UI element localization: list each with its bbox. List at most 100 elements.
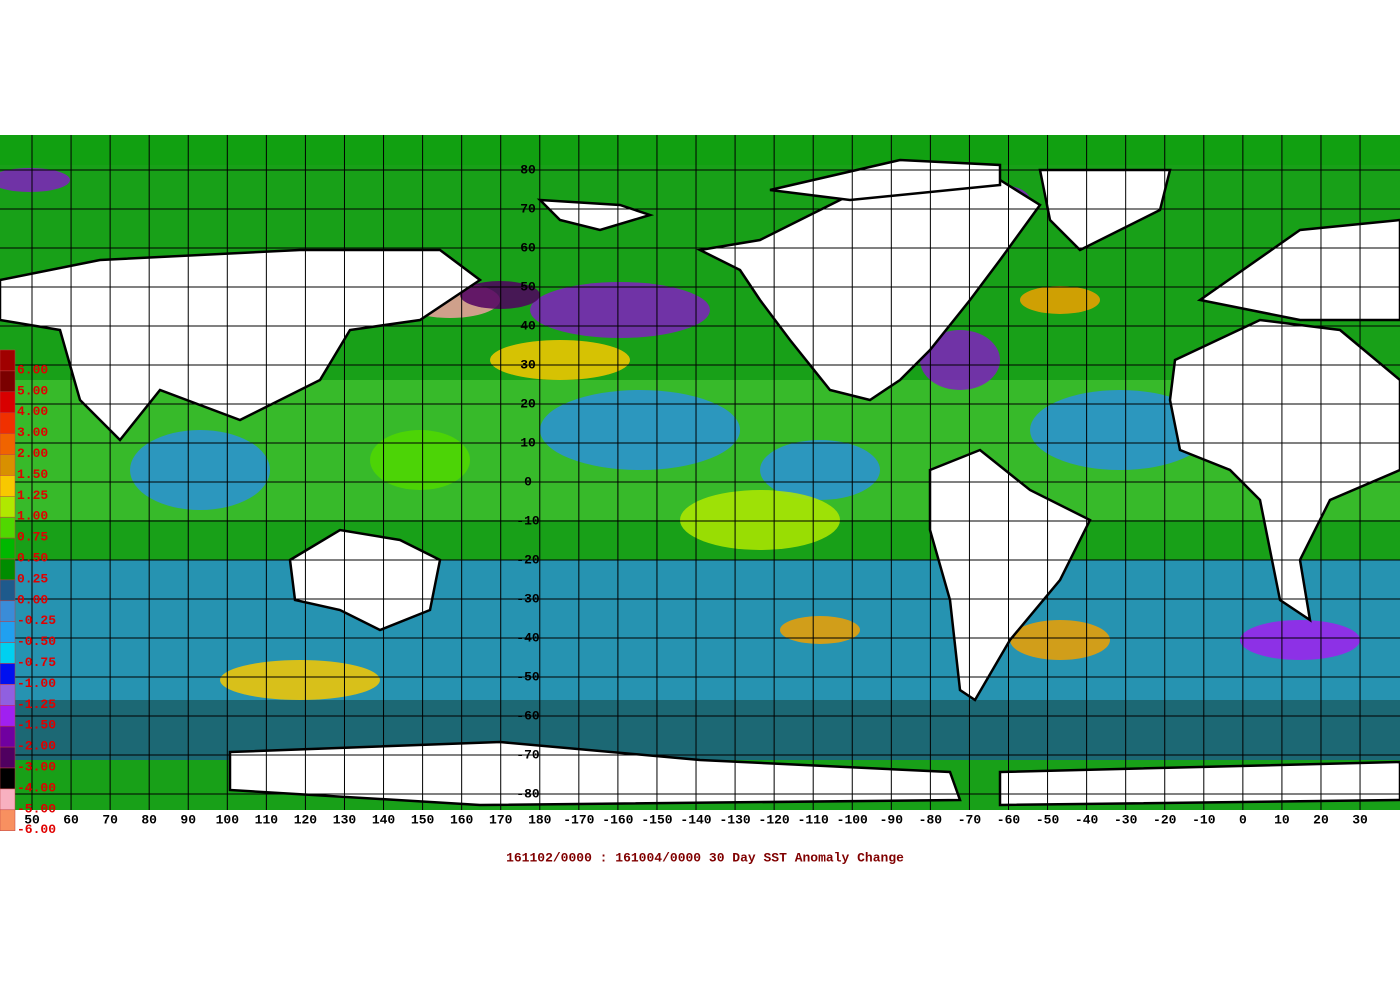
landmass <box>228 740 962 807</box>
legend-label: 2.00 <box>17 446 48 461</box>
legend-swatch <box>0 412 16 434</box>
anomaly-blob <box>540 390 740 470</box>
lon-label: -130 <box>719 812 750 827</box>
legend-swatch <box>0 600 16 622</box>
legend: 6.00 5.00 4.00 3.00 2.00 1.50 1.25 1.00 0.75 0.50… <box>0 349 56 837</box>
lon-label: 90 <box>180 812 196 827</box>
legend-label: 1.00 <box>17 509 48 524</box>
legend-swatch <box>0 516 16 539</box>
legend-label: 1.50 <box>17 467 48 482</box>
lat-label: 20 <box>520 396 536 411</box>
legend-label: -6.00 <box>17 822 56 837</box>
legend-label: -0.25 <box>17 613 56 628</box>
lon-label: -70 <box>958 812 982 827</box>
lat-label: -40 <box>516 630 540 645</box>
anomaly-blob <box>530 282 710 338</box>
legend-label: -3.00 <box>17 760 56 775</box>
anomaly-blob <box>460 281 540 309</box>
legend-swatch <box>0 475 16 497</box>
lon-label: 130 <box>333 812 357 827</box>
lon-label: -100 <box>837 812 868 827</box>
lon-label: 80 <box>141 812 157 827</box>
lon-label: -20 <box>1153 812 1177 827</box>
legend-label: 3.00 <box>17 425 48 440</box>
legend-swatch <box>0 370 16 393</box>
lat-label: 70 <box>520 201 536 216</box>
lon-label: -110 <box>798 812 829 827</box>
lon-label: -90 <box>880 812 904 827</box>
legend-label: -0.50 <box>17 634 56 649</box>
landmass <box>1196 218 1400 322</box>
anomaly-blob <box>220 660 380 700</box>
lat-label: -10 <box>516 513 540 528</box>
legend-swatch <box>0 454 16 476</box>
lat-label: 30 <box>520 357 536 372</box>
landmass <box>1168 318 1400 623</box>
lon-label: 150 <box>411 812 435 827</box>
lon-label: 70 <box>102 812 118 827</box>
lon-label: 10 <box>1274 812 1290 827</box>
lon-label: -40 <box>1075 812 1099 827</box>
legend-label: 5.00 <box>17 383 48 398</box>
lat-label: 0 <box>524 474 532 489</box>
lon-label: -50 <box>1036 812 1060 827</box>
grid <box>0 135 1400 810</box>
landmass <box>536 198 655 232</box>
lat-label: -70 <box>516 747 540 762</box>
field-band <box>0 700 1400 760</box>
legend-swatch <box>0 579 16 602</box>
map-title: 161102/0000 : 161004/0000 30 Day SST Ano… <box>506 850 904 865</box>
landmass <box>0 248 483 442</box>
lat-label: 10 <box>520 435 536 450</box>
lon-label: 160 <box>450 812 474 827</box>
legend-swatch <box>0 746 16 769</box>
anomaly-blob <box>780 616 860 644</box>
legend-label: -5.00 <box>17 801 56 816</box>
legend-swatch <box>0 433 16 455</box>
anomaly-blob <box>1010 620 1110 660</box>
lon-label: 30 <box>1352 812 1368 827</box>
lat-label: 40 <box>520 318 536 333</box>
lat-label: 50 <box>520 279 536 294</box>
anomaly-blob <box>0 168 70 192</box>
lat-label: -20 <box>516 552 540 567</box>
lon-label: -30 <box>1114 812 1138 827</box>
lon-label: 110 <box>255 812 279 827</box>
legend-swatch <box>0 684 16 706</box>
legend-swatch <box>0 621 16 643</box>
lon-label: 170 <box>489 812 513 827</box>
legend-swatch <box>0 705 16 727</box>
lon-label: 180 <box>528 812 552 827</box>
anomaly-blob <box>680 490 840 550</box>
anomaly-blob <box>130 430 270 510</box>
lon-label: -120 <box>759 812 790 827</box>
legend-label: 0.75 <box>17 530 48 545</box>
landmass <box>288 528 442 632</box>
axis-labels: 50 60 70 80 90 100 110 120 130 140 150 160 170 180 -17… <box>24 162 1368 827</box>
lon-label: 140 <box>372 812 396 827</box>
legend-swatch <box>0 642 16 664</box>
legend-swatch <box>0 767 16 790</box>
legend-label: 0.50 <box>17 551 48 566</box>
legend-label: 0.25 <box>17 571 48 586</box>
legend-swatch <box>0 537 16 560</box>
lon-label: -140 <box>680 812 711 827</box>
lon-label: 20 <box>1313 812 1329 827</box>
lat-label: 60 <box>520 240 536 255</box>
lon-label: 120 <box>294 812 318 827</box>
legend-swatch <box>0 725 16 748</box>
legend-label: -2.00 <box>17 739 56 754</box>
lon-label: -80 <box>919 812 943 827</box>
lon-label: 0 <box>1239 812 1247 827</box>
legend-swatch <box>0 809 16 831</box>
anomaly-blob <box>1020 286 1100 314</box>
lon-label: 60 <box>63 812 79 827</box>
lat-label: -50 <box>516 669 540 684</box>
legend-swatch <box>0 349 16 372</box>
legend-swatch <box>0 558 16 581</box>
lat-label: 80 <box>520 162 536 177</box>
lat-label: -30 <box>516 591 540 606</box>
lat-label: -60 <box>516 708 540 723</box>
legend-label: -0.75 <box>17 655 56 670</box>
